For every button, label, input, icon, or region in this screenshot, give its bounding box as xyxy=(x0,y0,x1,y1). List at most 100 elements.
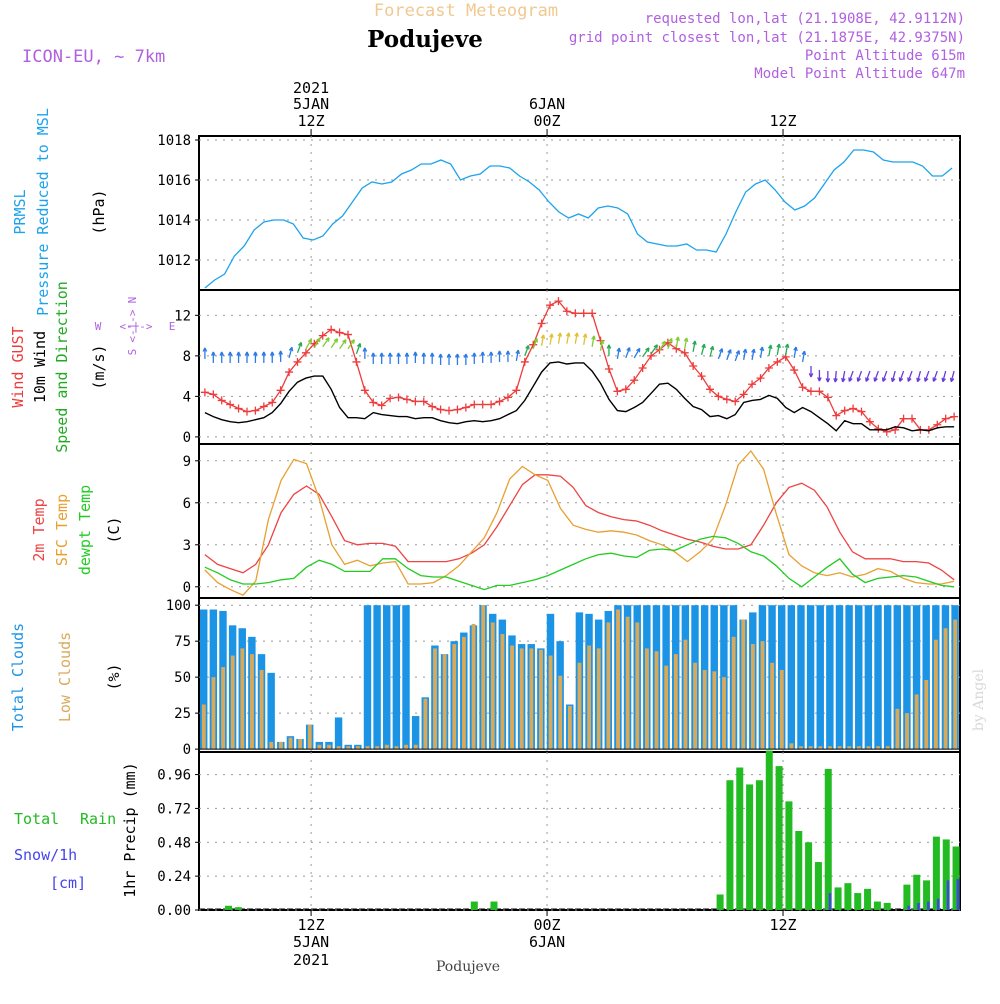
wind-dir-arrow xyxy=(924,370,930,382)
low-cloud-bar xyxy=(866,746,871,750)
rain-bar xyxy=(234,907,242,910)
gust-marker xyxy=(857,407,866,416)
wind-dir-arrow xyxy=(776,343,780,355)
gust-marker xyxy=(520,357,529,366)
wind-dir-arrowhead xyxy=(362,347,368,352)
gust-marker xyxy=(512,386,521,395)
gust-marker xyxy=(630,376,639,385)
clouds-unit: (%) xyxy=(105,663,123,690)
gust-marker xyxy=(352,357,361,366)
rain-bar xyxy=(903,884,911,910)
wind-dir-arrow xyxy=(865,370,871,382)
low-cloud-bar xyxy=(933,639,938,750)
pressure-line xyxy=(204,149,953,289)
total-cloud-bar xyxy=(392,605,401,750)
low-cloud-bar xyxy=(336,746,341,750)
wind-dir-arrow xyxy=(642,347,650,358)
wind-dir-arrow xyxy=(549,333,553,345)
low-cloud-bar xyxy=(317,744,322,750)
rain-bar xyxy=(942,839,950,910)
panel-frame-4 xyxy=(198,751,961,911)
low-cloud-bar xyxy=(914,694,919,750)
low-cloud-bar xyxy=(269,741,274,750)
low-cloud-bar xyxy=(625,616,630,750)
wind-dir-arrowhead xyxy=(825,378,831,383)
y-tick-label-2-9: 9 xyxy=(183,454,191,470)
wind-dir-arrow xyxy=(759,346,764,358)
wind-dir-arrowhead xyxy=(219,351,225,356)
rain-bar xyxy=(913,874,921,910)
low-cloud-bar xyxy=(394,746,399,750)
wind-dir-arrow xyxy=(658,340,666,352)
gust-marker xyxy=(579,309,588,318)
gust-marker xyxy=(209,390,218,399)
wind-label-3: Speed and Direction xyxy=(53,281,71,453)
temp-label-3: dewpt Temp xyxy=(76,485,94,575)
gust-line xyxy=(204,300,955,433)
temp-label-1: 2m Temp xyxy=(30,498,48,561)
low-cloud-bar xyxy=(567,705,572,750)
total-cloud-bar xyxy=(922,605,930,750)
compass-w: W xyxy=(95,320,102,333)
wind-dir-arrow xyxy=(768,344,772,356)
wind-dir-arrow xyxy=(793,346,797,358)
total-cloud-bar xyxy=(787,605,796,750)
wind-dir-arrowhead xyxy=(210,351,216,356)
wind-dir-arrow xyxy=(907,370,913,382)
total-cloud-bar xyxy=(267,672,275,750)
wind-dir-arrowhead xyxy=(784,343,790,349)
wind-dir-arrow xyxy=(709,346,714,358)
wind-dir-arrowhead xyxy=(873,377,878,382)
wind-dir-arrowhead xyxy=(683,337,689,342)
low-cloud-bar xyxy=(230,655,235,750)
low-cloud-bar xyxy=(856,746,861,750)
wind-dir-arrowhead xyxy=(924,377,929,382)
wind-dir-arrowhead xyxy=(471,352,477,357)
gust-marker xyxy=(327,325,336,334)
wind-dir-arrowhead xyxy=(808,373,814,378)
wind-dir-arrowhead xyxy=(455,353,460,358)
wind-dir-arrowhead xyxy=(626,347,631,352)
low-cloud-bar xyxy=(240,648,245,750)
gust-marker xyxy=(722,395,731,404)
wind-dir-arrow xyxy=(599,339,604,351)
gust-marker xyxy=(899,414,908,423)
low-cloud-bar xyxy=(471,623,476,750)
total-cloud-bar xyxy=(903,605,911,750)
wind-dir-arrowhead xyxy=(932,377,937,382)
low-cloud-bar xyxy=(307,724,312,750)
wind-dir-arrow xyxy=(675,336,679,348)
wind-dir-arrowhead xyxy=(297,342,303,347)
low-cloud-bar xyxy=(452,644,457,750)
snow-bar xyxy=(828,893,832,910)
wind-dir-arrowhead xyxy=(565,332,571,337)
snow-bar xyxy=(956,878,960,910)
low-cloud-bar xyxy=(760,641,765,750)
wind-dir-arrowhead xyxy=(653,344,659,349)
y-tick-label-3-50: 50 xyxy=(174,670,191,686)
wind-dir-arrowhead xyxy=(413,351,418,356)
low-cloud-bar xyxy=(818,746,823,750)
time-label-top-l3-1: 00Z xyxy=(534,112,561,130)
temp-label-2: SFC Temp xyxy=(53,494,71,566)
wind-dir-arrow xyxy=(305,338,312,350)
model-point-altitude: Model Point Altitude 647m xyxy=(754,66,965,82)
y-tick-label-1-4: 4 xyxy=(183,389,191,405)
total-cloud-bar xyxy=(797,605,805,750)
gust-marker xyxy=(613,387,622,396)
pressure-label-1: PRMSL xyxy=(11,189,29,234)
wind-dir-arrowhead xyxy=(751,348,756,354)
y-tick-label-2-3: 3 xyxy=(183,538,191,554)
gust-marker xyxy=(360,386,369,395)
wind-dir-arrowhead xyxy=(661,340,666,346)
rain-bar xyxy=(864,888,872,910)
gust-marker xyxy=(318,331,327,340)
wind-dir-arrowhead xyxy=(549,333,554,338)
wind-dir-arrow xyxy=(633,348,641,359)
snow-bar xyxy=(936,898,940,910)
low-cloud-bar xyxy=(481,605,486,750)
wind-dir-arrowhead xyxy=(404,352,410,357)
gust-marker xyxy=(402,395,411,404)
rain-bar xyxy=(932,836,940,910)
wind-dir-arrow xyxy=(785,343,789,355)
